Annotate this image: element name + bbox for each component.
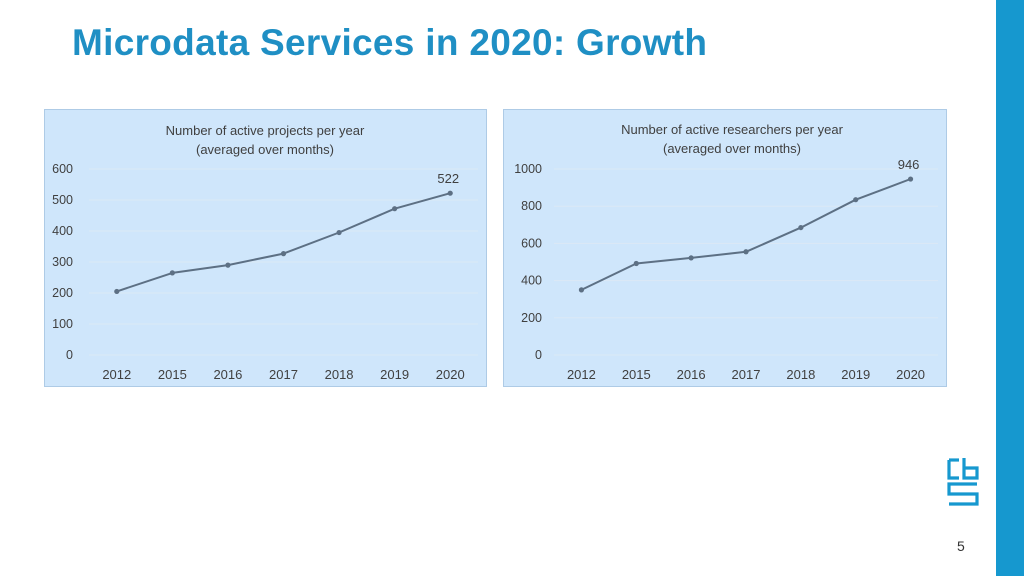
x-tick-label: 2020 [896, 367, 925, 382]
y-tick-label: 800 [521, 199, 542, 213]
data-point [336, 229, 342, 236]
chart-subtitle: (averaged over months) [663, 141, 801, 156]
y-tick-label: 1000 [514, 162, 542, 176]
y-tick-label: 600 [52, 162, 73, 176]
y-tick-label: 500 [52, 193, 73, 207]
data-point [447, 190, 453, 196]
x-tick-label: 2015 [158, 367, 187, 382]
y-tick-label: 100 [52, 317, 73, 331]
data-point [688, 255, 694, 261]
data-point [225, 262, 231, 268]
x-tick-label: 2017 [732, 367, 761, 382]
x-tick-label: 2018 [325, 367, 354, 382]
x-tick-label: 2016 [213, 367, 242, 382]
data-label: 522 [437, 171, 459, 186]
data-label: 946 [898, 157, 920, 172]
y-tick-label: 0 [535, 348, 542, 362]
data-point [114, 288, 120, 295]
x-tick-label: 2012 [567, 367, 596, 382]
y-tick-label: 600 [521, 236, 542, 250]
projects-chart: 0 100 200 300 400 500 600 2012 2015 2016 2017 2018 2… [44, 109, 487, 387]
x-tick-label: 2015 [622, 367, 651, 382]
data-point [743, 249, 749, 255]
series-line [116, 192, 451, 293]
data-point [907, 176, 914, 182]
y-tick-label: 200 [52, 286, 73, 300]
cbs-logo-icon [944, 456, 982, 508]
x-tick-label: 2012 [102, 367, 131, 382]
data-point [280, 251, 287, 257]
page-number: 5 [957, 538, 965, 554]
y-tick-label: 200 [521, 311, 542, 325]
data-point [633, 260, 639, 267]
y-tick-label: 400 [52, 224, 73, 238]
data-point [169, 270, 175, 276]
chart-title: Number of active projects per year [166, 123, 365, 138]
series-line [580, 178, 911, 291]
y-tick-label: 0 [66, 348, 73, 362]
researchers-chart-svg: 0 200 400 600 800 1000 2012 2015 2016 2017 2018 201… [514, 122, 938, 382]
chart-title: Number of active researchers per year [621, 122, 843, 137]
x-tick-label: 2018 [786, 367, 815, 382]
researchers-chart: 0 200 400 600 800 1000 2012 2015 2016 2017 2018 201… [503, 109, 947, 387]
x-tick-label: 2017 [269, 367, 298, 382]
y-tick-label: 400 [521, 274, 542, 288]
slide-title: Microdata Services in 2020: Growth [72, 22, 708, 63]
data-point [578, 287, 585, 293]
data-point [798, 224, 804, 231]
x-tick-label: 2019 [841, 367, 870, 382]
x-tick-label: 2020 [436, 367, 465, 382]
side-accent-bar [996, 0, 1024, 576]
x-tick-label: 2019 [380, 367, 409, 382]
data-point [853, 197, 859, 203]
y-tick-label: 300 [52, 255, 73, 269]
data-point [392, 206, 398, 212]
chart-subtitle: (averaged over months) [196, 142, 334, 157]
x-tick-label: 2016 [677, 367, 706, 382]
projects-chart-svg: 0 100 200 300 400 500 600 2012 2015 2016 2017 2018 2… [52, 123, 478, 382]
